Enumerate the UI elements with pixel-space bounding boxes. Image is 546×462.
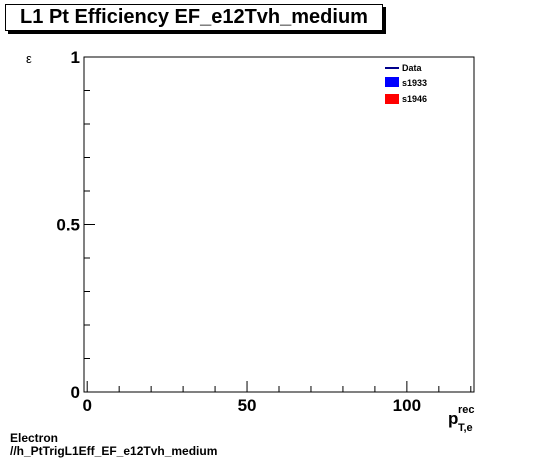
legend-s1946-label: s1946: [402, 94, 427, 104]
y-axis-label: ε: [26, 51, 32, 66]
legend-s1933-swatch: [385, 77, 399, 87]
y-tick-labels: 00.51: [56, 48, 80, 402]
footer-line-2: //h_PtTrigL1Eff_EF_e12Tvh_medium: [10, 444, 218, 458]
footer-line-1: Electron: [10, 431, 59, 445]
chart-title-box: L1 Pt Efficiency EF_e12Tvh_medium: [5, 4, 383, 31]
x-axis-label-sub: T,e: [458, 422, 473, 434]
x-axis-label-sup: rec: [458, 404, 475, 416]
x-tick-label: 50: [238, 396, 257, 415]
x-axis-ticks: [86, 381, 472, 392]
x-tick-label: 100: [393, 396, 421, 415]
footer: Electron //h_PtTrigL1Eff_EF_e12Tvh_mediu…: [10, 432, 217, 458]
chart-title: L1 Pt Efficiency EF_e12Tvh_medium: [20, 6, 368, 28]
y-tick-label: 0: [71, 383, 80, 402]
x-tick-label: 0: [82, 396, 91, 415]
x-tick-labels: 0 50 100: [82, 396, 421, 415]
legend-s1933-label: s1933: [402, 78, 427, 88]
legend-data-label: Data: [402, 63, 423, 73]
plot-frame: [83, 56, 475, 393]
y-tick-label: 1: [71, 48, 80, 67]
y-tick-label: 0.5: [56, 216, 80, 235]
x-axis-label: p: [448, 409, 458, 428]
y-axis-ticks: [84, 56, 95, 393]
legend: Data s1933 s1946: [385, 63, 427, 104]
x-axis-label-main: p: [448, 409, 458, 428]
legend-s1946-swatch: [385, 94, 399, 104]
